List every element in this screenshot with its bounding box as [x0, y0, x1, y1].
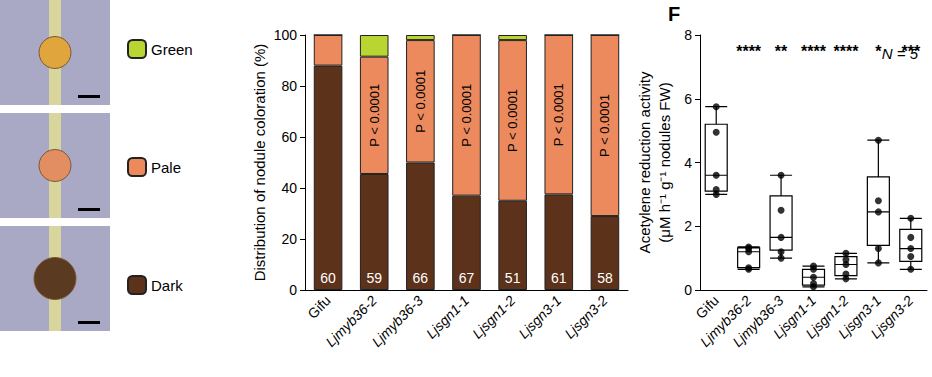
svg-text:Ljmyb36-2: Ljmyb36-2 [696, 292, 755, 350]
svg-text:51: 51 [505, 270, 521, 286]
svg-text:60: 60 [281, 129, 297, 145]
svg-text:8: 8 [684, 27, 692, 43]
svg-text:59: 59 [366, 270, 382, 286]
svg-text:P < 0.0001: P < 0.0001 [551, 83, 566, 146]
svg-text:Ljsgn1-1: Ljsgn1-1 [769, 292, 820, 342]
svg-text:F: F [668, 3, 680, 25]
svg-text:Gifu: Gifu [304, 292, 333, 321]
svg-text:Ljmyb36-3: Ljmyb36-3 [729, 292, 787, 350]
svg-text:2: 2 [684, 218, 692, 234]
svg-text:(μM h⁻¹ g⁻¹ nodules FW): (μM h⁻¹ g⁻¹ nodules FW) [656, 82, 673, 242]
svg-text:61: 61 [551, 270, 567, 286]
svg-text:66: 66 [413, 270, 429, 286]
svg-text:Ljsgn3-1: Ljsgn3-1 [834, 292, 884, 342]
svg-text:**: ** [775, 43, 788, 60]
svg-text:P < 0.0001: P < 0.0001 [597, 94, 612, 157]
svg-text:60: 60 [320, 270, 336, 286]
svg-text:Ljsgn3-1: Ljsgn3-1 [515, 292, 564, 341]
svg-text:Distribution of nodule colorat: Distribution of nodule coloration (%) [251, 44, 268, 282]
svg-text:Ljsgn1-2: Ljsgn1-2 [469, 292, 518, 341]
svg-text:100: 100 [274, 27, 298, 43]
svg-text:****: **** [736, 43, 762, 60]
svg-text:Ljsgn1-1: Ljsgn1-1 [423, 292, 472, 341]
svg-text:Ljmyb36-2: Ljmyb36-2 [322, 292, 380, 350]
svg-text:Ljsgn1-2: Ljsgn1-2 [802, 292, 852, 342]
svg-text:20: 20 [281, 231, 297, 247]
svg-text:N = 5: N = 5 [881, 45, 918, 62]
svg-text:Ljmyb36-3: Ljmyb36-3 [369, 292, 427, 350]
svg-text:***: *** [901, 43, 920, 60]
svg-text:Acetylene reduction activity: Acetylene reduction activity [636, 71, 653, 253]
svg-text:6: 6 [684, 91, 692, 107]
svg-text:*: * [875, 43, 882, 60]
svg-text:****: **** [801, 43, 827, 60]
svg-text:Pale: Pale [151, 159, 181, 176]
svg-text:58: 58 [597, 270, 613, 286]
svg-text:0: 0 [684, 282, 692, 298]
svg-text:****: **** [833, 43, 859, 60]
svg-text:Gifu: Gifu [692, 292, 722, 322]
svg-text:Dark: Dark [151, 277, 183, 294]
svg-text:P < 0.0001: P < 0.0001 [505, 89, 520, 152]
svg-text:Green: Green [151, 41, 193, 58]
svg-text:P < 0.0001: P < 0.0001 [413, 70, 428, 133]
svg-text:Ljsgn3-2: Ljsgn3-2 [561, 292, 610, 341]
svg-text:40: 40 [281, 180, 297, 196]
svg-text:P < 0.0001: P < 0.0001 [367, 84, 382, 147]
svg-text:80: 80 [281, 78, 297, 94]
svg-text:P < 0.0001: P < 0.0001 [459, 84, 474, 147]
svg-text:67: 67 [459, 270, 475, 286]
svg-text:0: 0 [289, 282, 297, 298]
svg-text:Ljsgn3-2: Ljsgn3-2 [867, 292, 916, 341]
svg-text:4: 4 [684, 155, 692, 171]
